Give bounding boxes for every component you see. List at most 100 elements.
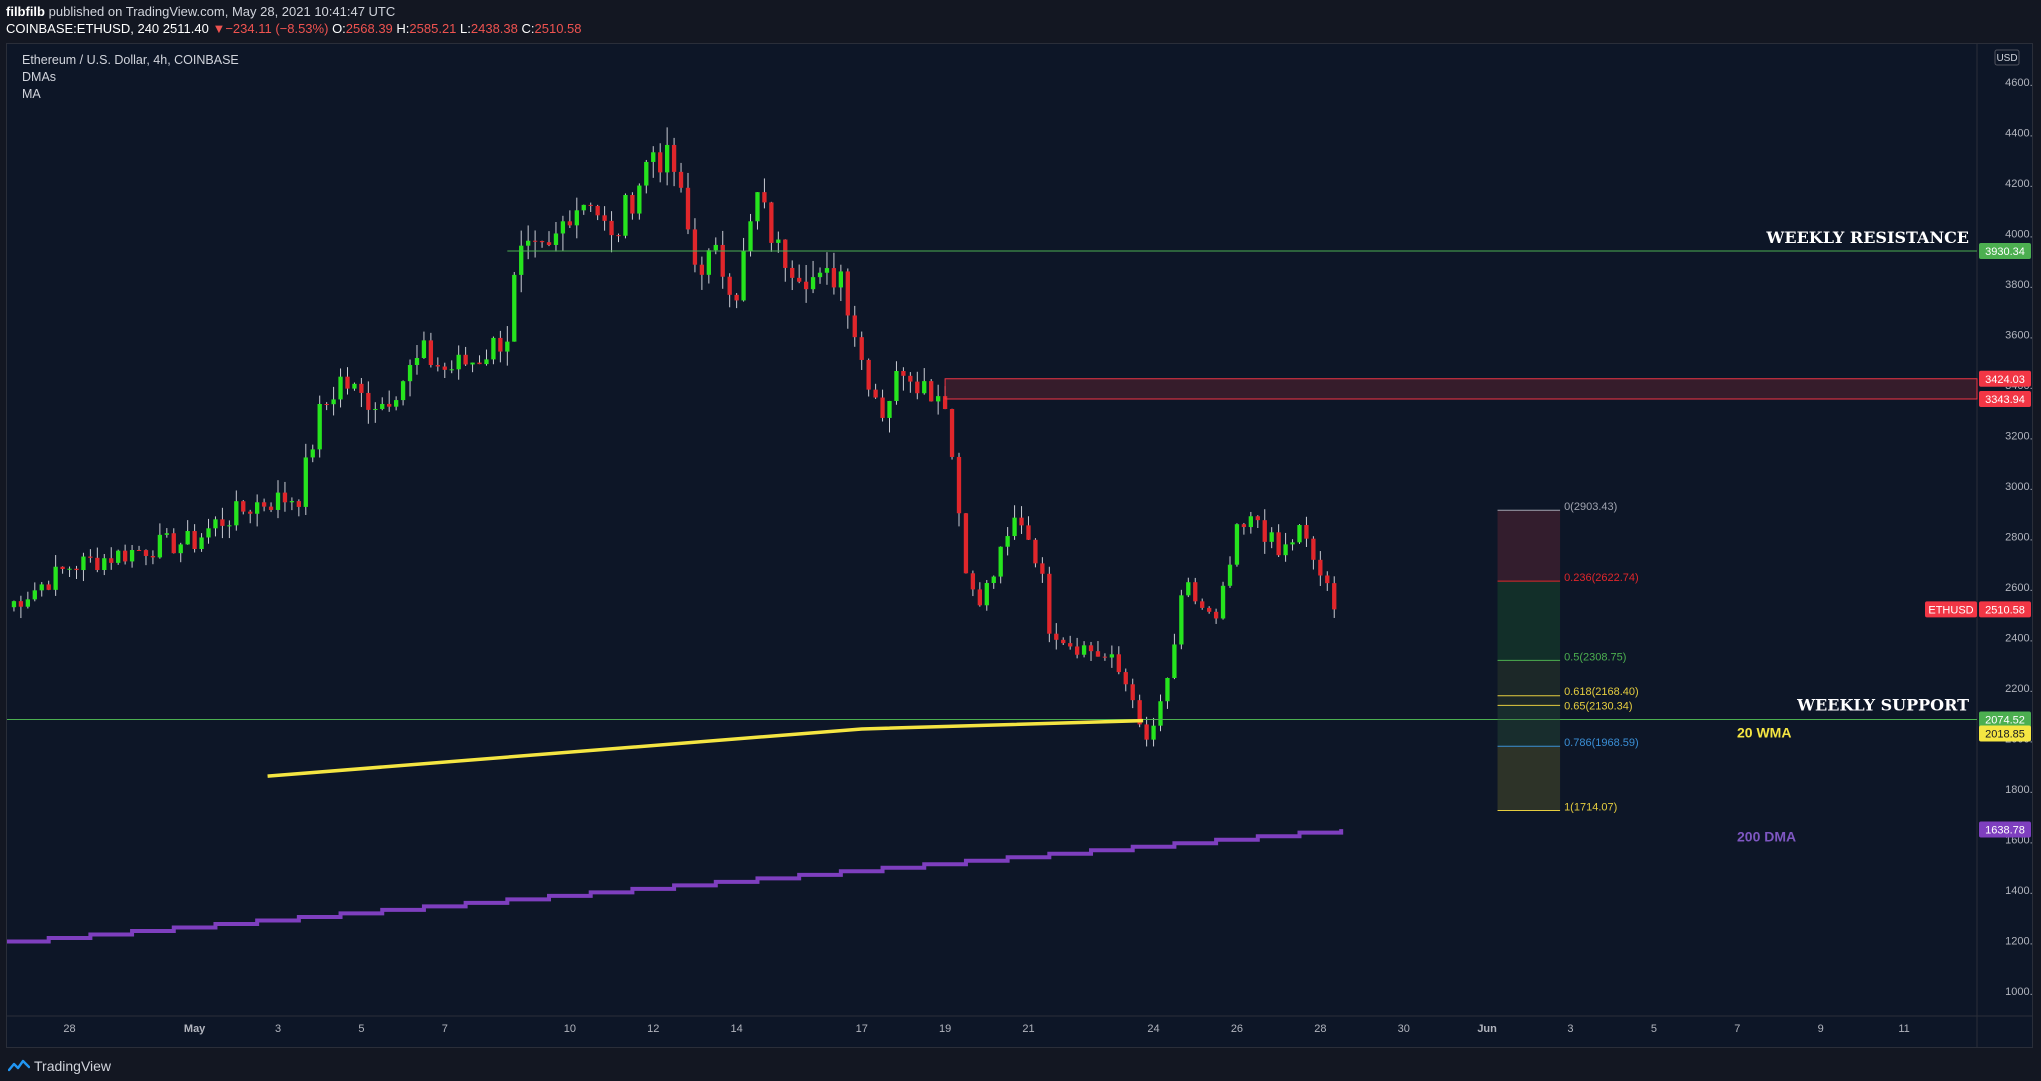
candle-body <box>526 240 531 246</box>
candle-body <box>1047 573 1052 634</box>
candle-body <box>241 501 246 512</box>
candle-body <box>1276 532 1281 556</box>
open-label: O: <box>332 21 346 36</box>
candle-body <box>359 383 364 393</box>
high-label: H: <box>396 21 410 36</box>
y-tick-label: 1000.00 <box>2005 986 2032 998</box>
resistance-zone <box>944 378 1978 400</box>
candle-body <box>136 549 142 551</box>
candle-body <box>748 221 753 252</box>
candle-body <box>150 555 156 558</box>
x-tick-label: 9 <box>1818 1023 1824 1035</box>
candle-body <box>1019 517 1024 526</box>
candle-body <box>11 601 17 608</box>
x-tick-label: 5 <box>1651 1023 1657 1035</box>
candle-body <box>498 337 503 352</box>
candle-body <box>331 399 336 405</box>
candle-body <box>1123 672 1128 685</box>
fib-zone <box>1497 660 1561 696</box>
candle-body <box>414 358 420 365</box>
symbol-legend[interactable]: Ethereum / U.S. Dollar, 4h, COINBASE <box>22 53 239 67</box>
candle-body <box>623 194 628 236</box>
candle-body <box>199 537 204 549</box>
candle-body <box>942 396 948 410</box>
fib-zone <box>1497 705 1561 747</box>
indicator-dmas[interactable]: DMAs <box>22 70 57 84</box>
candle-body <box>463 354 468 365</box>
candle-body <box>421 340 427 359</box>
price-chart[interactable]: 4600.00 4400.00 4200.00 4000.00 3800.00 3600.… <box>7 44 2032 1047</box>
candle-body <box>769 202 774 243</box>
currency-badge <box>1994 49 2020 66</box>
candle-body <box>373 408 378 410</box>
candle-body <box>234 501 239 526</box>
candle-body <box>67 568 72 570</box>
x-tick-label: 21 <box>1022 1023 1034 1035</box>
high-value: 2585.21 <box>409 21 457 36</box>
x-tick-label: 3 <box>1567 1023 1573 1035</box>
chart-pane[interactable]: 4600.00 4400.00 4200.00 4000.00 3800.00 3600.… <box>6 43 2033 1048</box>
candle-body <box>380 403 385 409</box>
fib-zone <box>1497 746 1561 811</box>
candle-body <box>248 511 253 514</box>
x-tick-label: 3 <box>275 1023 281 1035</box>
price-change: −234.11 (−8.53%) <box>225 21 329 36</box>
candle-body <box>1200 601 1205 608</box>
price-badge <box>1979 601 2031 618</box>
price-badge <box>1979 725 2031 742</box>
candle-body <box>428 340 434 365</box>
candle-body <box>560 221 566 234</box>
candle-body <box>1206 607 1212 612</box>
candle-body <box>929 381 934 402</box>
candle-body <box>171 533 176 554</box>
low-label: L: <box>460 21 471 36</box>
candle-body <box>1033 539 1038 564</box>
candle-body <box>456 354 461 370</box>
price-badge-label: 3424.03 <box>1985 374 2025 386</box>
candle-body <box>887 400 892 418</box>
indicator-ma[interactable]: MA <box>22 87 41 101</box>
candle-body <box>1220 585 1226 619</box>
candle-body <box>873 389 878 398</box>
candle-body <box>1165 677 1170 702</box>
candle-body <box>18 601 24 607</box>
author-name[interactable]: filbfilb <box>6 4 45 19</box>
candle-body <box>393 400 399 407</box>
candle-body <box>1130 684 1135 701</box>
ohlc-line: COINBASE:ETHUSD, 240 2511.40 ▼−234.11 (−… <box>6 22 582 36</box>
symbol-tag-label: ETHUSD <box>1928 604 1973 616</box>
x-tick-label: 19 <box>939 1023 951 1035</box>
candle-body <box>400 381 406 401</box>
candle-body <box>727 276 732 295</box>
candle-body <box>810 277 816 290</box>
price-badge <box>1979 370 2031 387</box>
candle-body <box>519 245 524 275</box>
tradingview-brand[interactable]: TradingView <box>34 1058 112 1074</box>
x-tick-label: 12 <box>647 1023 659 1035</box>
candle-body <box>122 550 128 562</box>
x-tick-label: 24 <box>1147 1023 1159 1035</box>
fib-zone <box>1497 581 1561 661</box>
candle-body <box>289 501 295 503</box>
candle-body <box>637 185 642 214</box>
candle-body <box>1116 654 1121 673</box>
y-tick-label: 2600.00 <box>2005 582 2032 594</box>
y-tick-label: 4400.00 <box>2005 127 2032 139</box>
candle-body <box>1144 724 1149 740</box>
candle-body <box>1186 582 1191 596</box>
candle-body <box>546 242 552 245</box>
candle-body <box>1283 544 1288 556</box>
candle-body <box>630 194 635 214</box>
candle-body <box>671 144 677 172</box>
candle-body <box>1095 651 1101 657</box>
dma-label: 200 DMA <box>1737 828 1796 844</box>
candle-body <box>977 589 982 606</box>
candle-body <box>1102 656 1108 658</box>
candle-body <box>1297 525 1302 543</box>
candle-body <box>984 583 989 606</box>
candle-body <box>532 240 538 242</box>
candle-body <box>1304 525 1309 539</box>
candle-body <box>651 152 656 162</box>
tradingview-logo-icon <box>8 1059 30 1072</box>
candle-body <box>116 550 121 563</box>
